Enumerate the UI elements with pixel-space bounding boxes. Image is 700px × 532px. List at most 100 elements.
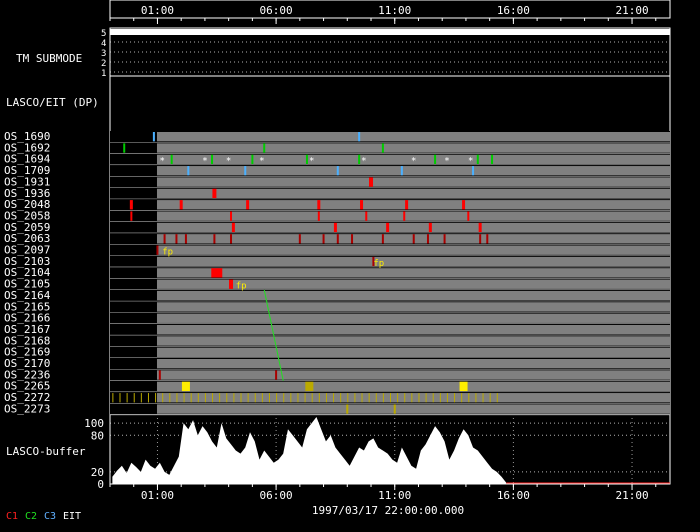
os-event-mark: [176, 393, 178, 403]
os-row-coverage: [156, 211, 671, 221]
submode-scale-label: 1: [101, 69, 106, 79]
os-event-mark: [412, 234, 415, 244]
os-row-coverage: [156, 359, 671, 369]
os-event-mark: [486, 234, 489, 244]
os-event-mark: [169, 393, 171, 403]
asterisk-mark: *: [361, 157, 366, 167]
bottom-tick-label: 11:00: [378, 489, 411, 502]
os-event-mark: [268, 393, 270, 403]
os-row-label: OS_2165: [4, 300, 50, 313]
buffer-label: LASCO-buffer: [6, 445, 86, 458]
legend: C1 C2 C3 EIT: [6, 511, 81, 522]
os-event-mark: [156, 245, 159, 255]
os-event-mark: [468, 393, 470, 403]
os-event-mark: [240, 393, 242, 403]
os-event-mark: [304, 393, 306, 403]
os-event-mark: [354, 393, 356, 403]
os-row-coverage: [156, 166, 671, 176]
os-event-mark: [212, 393, 214, 403]
os-event-mark: [467, 211, 470, 221]
os-event-mark: [276, 393, 278, 403]
os-row-label: OS_2169: [4, 346, 50, 359]
top-axis-box: [109, 0, 671, 19]
os-event-mark: [263, 143, 266, 153]
os-event-mark: [361, 393, 363, 403]
os-event-mark: [472, 166, 475, 176]
os-row-label: OS_2272: [4, 391, 50, 404]
os-row-coverage: [156, 268, 671, 278]
os-row-label: OS_1709: [4, 164, 50, 177]
os-row-coverage: [156, 143, 671, 153]
asterisk-mark: *: [259, 157, 264, 167]
submode-level-bar: [110, 29, 670, 35]
fp-label: fp: [373, 259, 384, 269]
lasco-label: LASCO/EIT (DP): [6, 96, 99, 109]
os-row-label: OS_2273: [4, 402, 50, 415]
os-row-coverage: [156, 222, 671, 233]
os-event-mark: [231, 222, 235, 233]
os-event-mark: [163, 234, 166, 244]
os-event-mark: [181, 381, 190, 392]
os-row-label: OS_2063: [4, 232, 50, 245]
os-event-mark: [305, 154, 308, 165]
os-event-mark: [432, 393, 434, 403]
os-row-coverage: [156, 256, 671, 267]
legend-item: EIT: [63, 511, 81, 522]
os-row-coverage: [156, 404, 671, 414]
os-event-mark: [434, 154, 437, 165]
os-event-mark: [489, 393, 491, 403]
os-event-mark: [247, 393, 249, 403]
os-event-mark: [298, 234, 301, 244]
os-event-mark: [351, 234, 354, 244]
os-event-mark: [411, 393, 413, 403]
legend-item: C3: [44, 511, 56, 522]
asterisk-mark: *: [309, 157, 314, 167]
os-event-mark: [439, 393, 441, 403]
asterisk-mark: *: [226, 157, 231, 167]
os-event-mark: [443, 234, 446, 244]
os-event-mark: [162, 393, 164, 403]
os-row-coverage: [156, 393, 671, 403]
buffer-ytick-label: 100: [84, 417, 104, 430]
os-row-coverage: [156, 347, 671, 357]
os-row-coverage: [156, 290, 671, 301]
os-row-coverage: [156, 324, 671, 335]
os-event-mark: [459, 381, 468, 392]
os-event-mark: [311, 393, 313, 403]
os-event-mark: [133, 393, 135, 403]
os-row-label: OS_2058: [4, 209, 50, 222]
os-event-mark: [454, 393, 456, 403]
os-event-mark: [358, 154, 361, 165]
os-event-mark: [428, 222, 432, 233]
os-event-mark: [333, 222, 337, 233]
top-tick-label: 16:00: [497, 4, 530, 17]
os-event-mark: [233, 393, 235, 403]
os-row-label: OS_2170: [4, 357, 50, 370]
os-event-mark: [170, 154, 173, 165]
os-event-mark: [184, 234, 187, 244]
os-event-mark: [390, 393, 391, 403]
os-event-mark: [404, 393, 406, 403]
asterisk-mark: *: [159, 157, 164, 167]
os-event-mark: [461, 393, 463, 403]
os-row-coverage: [156, 132, 671, 142]
bottom-tick-label: 06:00: [260, 489, 293, 502]
os-event-mark: [140, 393, 142, 403]
os-event-mark: [418, 393, 420, 403]
asterisk-mark: *: [444, 157, 449, 167]
os-event-mark: [360, 200, 364, 210]
bottom-tick-label: 21:00: [615, 489, 648, 502]
submode-scale-label: 5: [101, 29, 106, 39]
os-row-label: OS_2166: [4, 312, 50, 325]
os-row-label: OS_2167: [4, 323, 50, 336]
top-tick-label: 01:00: [141, 4, 174, 17]
asterisk-mark: *: [468, 157, 473, 167]
os-row-label: OS_1692: [4, 141, 50, 154]
os-event-mark: [190, 393, 192, 403]
os-event-mark: [212, 188, 217, 199]
os-event-mark: [358, 132, 361, 142]
os-row-label: OS_1690: [4, 130, 50, 143]
